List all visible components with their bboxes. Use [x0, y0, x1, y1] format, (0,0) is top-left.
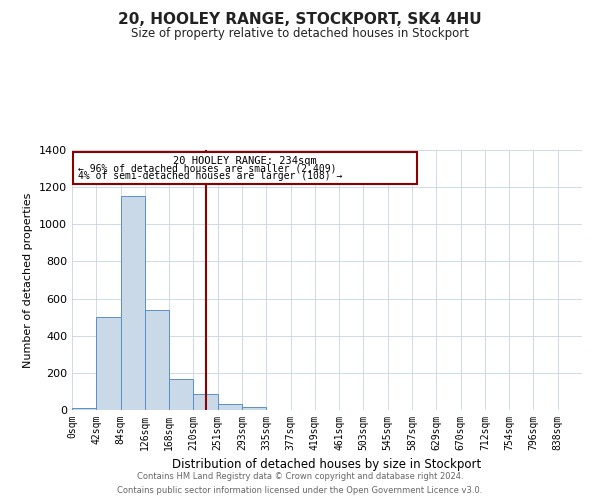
Text: 20 HOOLEY RANGE: 234sqm: 20 HOOLEY RANGE: 234sqm: [173, 156, 317, 166]
Bar: [121, 196, 145, 410]
Bar: [242, 406, 266, 410]
Bar: [72, 408, 96, 410]
Text: Size of property relative to detached houses in Stockport: Size of property relative to detached ho…: [131, 28, 469, 40]
X-axis label: Distribution of detached houses by size in Stockport: Distribution of detached houses by size …: [172, 458, 482, 471]
Bar: [145, 310, 169, 410]
Bar: [193, 394, 218, 410]
Text: 20, HOOLEY RANGE, STOCKPORT, SK4 4HU: 20, HOOLEY RANGE, STOCKPORT, SK4 4HU: [118, 12, 482, 28]
Bar: [169, 380, 193, 410]
Bar: [218, 404, 242, 410]
Text: Contains public sector information licensed under the Open Government Licence v3: Contains public sector information licen…: [118, 486, 482, 495]
Text: Contains HM Land Registry data © Crown copyright and database right 2024.: Contains HM Land Registry data © Crown c…: [137, 472, 463, 481]
FancyBboxPatch shape: [73, 152, 417, 184]
Text: ← 96% of detached houses are smaller (2,409): ← 96% of detached houses are smaller (2,…: [78, 164, 337, 174]
Y-axis label: Number of detached properties: Number of detached properties: [23, 192, 34, 368]
Bar: [96, 317, 121, 410]
Text: 4% of semi-detached houses are larger (108) →: 4% of semi-detached houses are larger (1…: [78, 172, 343, 181]
